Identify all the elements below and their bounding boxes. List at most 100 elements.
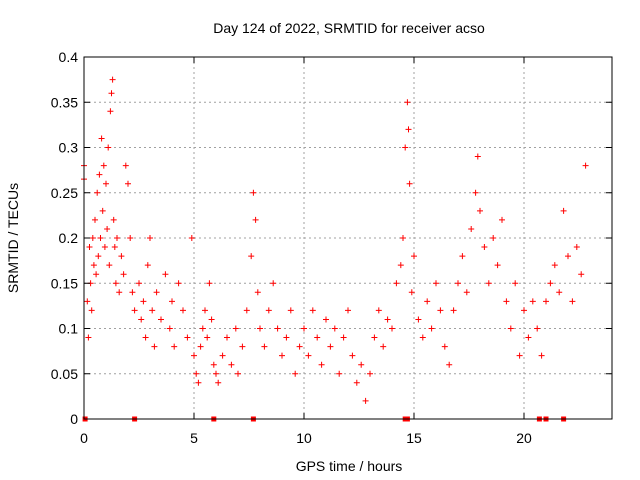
data-point [204, 334, 211, 341]
data-point [468, 225, 475, 232]
data-point [95, 253, 102, 260]
data-point [411, 253, 417, 260]
data-point [404, 99, 411, 106]
data-point [171, 343, 178, 350]
data-point [314, 334, 321, 341]
data-point [111, 244, 118, 251]
data-point [147, 235, 153, 241]
data-point [543, 298, 549, 305]
data-point [507, 325, 514, 332]
data-point [94, 189, 101, 196]
data-point [318, 361, 325, 368]
data-point [193, 370, 200, 377]
data-point [158, 316, 164, 323]
data-point [188, 235, 195, 241]
data-point [195, 379, 202, 386]
data-point [556, 289, 563, 296]
data-point [250, 189, 257, 196]
data-point [397, 262, 404, 269]
grid [84, 57, 612, 419]
y-tick-label: 0.25 [51, 185, 78, 201]
data-point [494, 262, 501, 269]
data-point [202, 307, 208, 314]
tick-labels: 0 5 10 15 20 0 0.05 0.1 0.15 0.2 0.25 0.3 0.35 0.4 [51, 49, 532, 446]
data-point [455, 280, 461, 287]
data-point [389, 325, 395, 332]
data-point [474, 153, 481, 160]
x-tick-label: 5 [190, 430, 198, 446]
data-point [88, 307, 95, 314]
data-point [481, 244, 488, 251]
data-point [477, 207, 483, 214]
data-point [98, 135, 105, 142]
data-point [199, 325, 206, 332]
data-point [219, 352, 226, 359]
y-tick-label: 0.1 [59, 321, 79, 337]
data-point [408, 289, 415, 296]
data-point [362, 397, 369, 404]
data-point [127, 235, 134, 241]
data-point [191, 352, 197, 359]
x-tick-label: 10 [296, 430, 312, 446]
data-point [142, 334, 149, 341]
data-point [252, 216, 259, 223]
data-point [560, 207, 567, 214]
data-point [503, 298, 510, 305]
data-point [375, 307, 382, 314]
data-point [86, 244, 93, 251]
data-point [331, 325, 338, 332]
data-point [393, 280, 400, 287]
data-point [529, 298, 536, 305]
data-point [213, 370, 219, 377]
data-point [254, 289, 261, 296]
data-point [428, 325, 435, 332]
data-point [208, 316, 215, 323]
data-point [99, 207, 106, 214]
y-tick-label: 0.35 [51, 94, 78, 110]
data-point [340, 334, 347, 341]
data-point [105, 144, 112, 151]
data-point [136, 280, 142, 287]
y-tick-label: 0.05 [51, 366, 78, 382]
data-point [525, 334, 532, 341]
data-point [283, 334, 290, 341]
data-point [292, 370, 299, 377]
data-point [301, 325, 307, 332]
data-points [81, 76, 589, 422]
data-point [166, 325, 173, 332]
x-tick-label: 0 [80, 430, 88, 446]
data-point [89, 235, 96, 241]
data-point [107, 108, 114, 115]
data-point [116, 289, 123, 296]
data-point [180, 307, 186, 314]
data-point [140, 298, 147, 305]
data-point [210, 361, 217, 368]
x-axis-label: GPS time / hours [296, 458, 403, 474]
data-point [336, 370, 343, 377]
data-point [446, 361, 453, 368]
data-point [109, 76, 116, 83]
data-point [516, 352, 523, 359]
x-tick-label: 15 [406, 430, 422, 446]
data-point [569, 298, 576, 305]
data-point [96, 171, 103, 178]
data-point [118, 253, 125, 260]
data-point [129, 289, 136, 296]
data-point [90, 262, 97, 269]
data-point [353, 379, 360, 386]
data-point [224, 334, 230, 341]
data-point [402, 144, 409, 151]
y-tick-label: 0.15 [51, 275, 78, 291]
data-point [279, 352, 285, 359]
data-point [490, 235, 497, 241]
data-point [538, 352, 545, 359]
data-point [215, 379, 222, 386]
data-point [239, 343, 246, 350]
data-point [84, 298, 91, 305]
data-point [367, 370, 373, 377]
data-point [305, 352, 312, 359]
data-point [151, 343, 158, 350]
data-point [551, 262, 558, 269]
data-point [261, 343, 268, 350]
